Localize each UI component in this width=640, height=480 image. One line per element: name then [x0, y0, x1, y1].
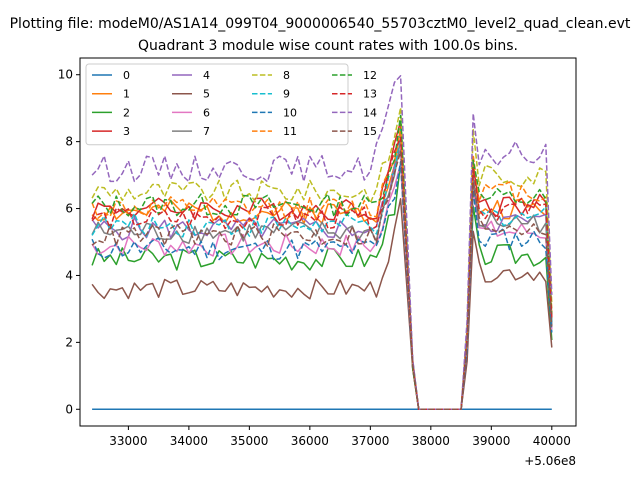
legend-label-12: 12	[363, 69, 377, 82]
y-tick-label: 10	[58, 68, 73, 82]
legend-label-14: 14	[363, 106, 377, 119]
y-tick-label: 6	[65, 202, 73, 216]
series-line-14	[91, 75, 553, 411]
x-tick-label: 35000	[230, 434, 268, 448]
series-line-12	[91, 114, 553, 411]
y-tick-label: 4	[65, 268, 73, 282]
x-tick-label: 33000	[109, 434, 147, 448]
figure-suptitle: Plotting file: modeM0/AS1A14_099T04_9000…	[10, 16, 631, 32]
y-tick-label: 2	[65, 335, 73, 349]
series-line-10	[91, 160, 553, 411]
legend-label-3: 3	[123, 125, 130, 138]
legend-label-5: 5	[203, 88, 210, 101]
legend-label-8: 8	[283, 69, 290, 82]
series-line-15	[91, 150, 553, 411]
x-axis: 33000 34000 35000 36000 37000 38000 39000 40000	[109, 426, 571, 448]
series-line-11	[91, 129, 553, 411]
legend-label-9: 9	[283, 88, 290, 101]
legend-label-15: 15	[363, 125, 377, 138]
legend-label-6: 6	[203, 106, 210, 119]
x-tick-label: 36000	[291, 434, 329, 448]
x-tick-label: 37000	[351, 434, 389, 448]
legend-label-13: 13	[363, 88, 377, 101]
legend-box	[85, 63, 349, 146]
x-offset-label: +5.06e8	[524, 454, 576, 468]
series-line-5	[91, 198, 553, 411]
y-tick-label: 0	[65, 402, 73, 416]
legend-label-10: 10	[283, 106, 297, 119]
plot-frame	[79, 57, 577, 427]
y-tick-label: 8	[65, 135, 73, 149]
legend-label-0: 0	[123, 69, 130, 82]
x-tick-label: 38000	[412, 434, 450, 448]
x-tick-label: 34000	[170, 434, 208, 448]
legend-label-7: 7	[203, 125, 210, 138]
series-line-13	[91, 136, 553, 411]
x-tick-label: 40000	[533, 434, 571, 448]
series-layer	[91, 75, 553, 411]
x-tick-label: 39000	[472, 434, 510, 448]
y-axis: 0 2 4 6 8 10	[58, 68, 80, 416]
legend-label-1: 1	[123, 88, 130, 101]
chart-title: Quadrant 3 module wise count rates with …	[138, 38, 518, 54]
legend-label-11: 11	[283, 125, 297, 138]
series-line-8	[91, 106, 553, 411]
legend-label-4: 4	[203, 69, 210, 82]
series-line-2	[91, 162, 553, 411]
legend-label-2: 2	[123, 106, 130, 119]
